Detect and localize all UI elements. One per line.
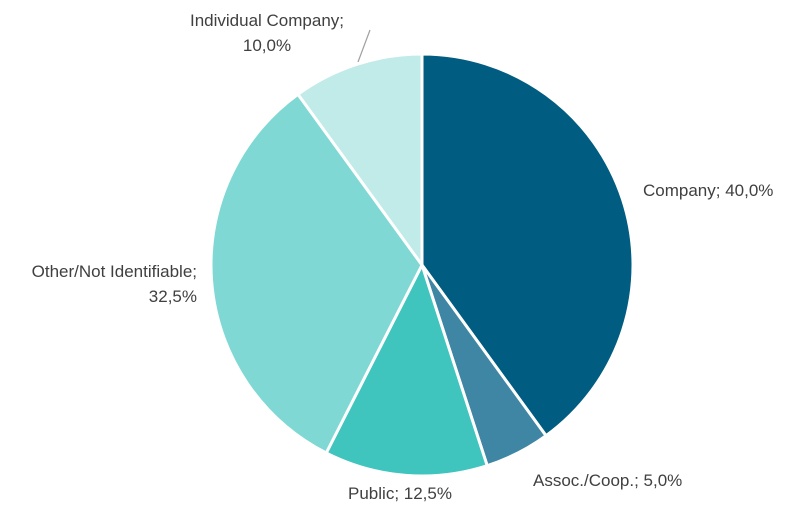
slice-label: Company; 40,0%: [643, 181, 774, 200]
slice-label: Assoc./Coop.; 5,0%: [533, 471, 683, 490]
leader-line: [357, 29, 371, 63]
pie-slice: [295, 52, 424, 270]
slice-label: Other/Not Identifiable; 32,5%: [31, 262, 197, 306]
pie-slice: [420, 52, 635, 438]
pie-slice: [209, 92, 424, 456]
pie-slice: [324, 261, 490, 478]
slice-label: Individual Company; 10,0%: [189, 11, 345, 55]
slice-label: Public; 12,5%: [348, 484, 452, 503]
